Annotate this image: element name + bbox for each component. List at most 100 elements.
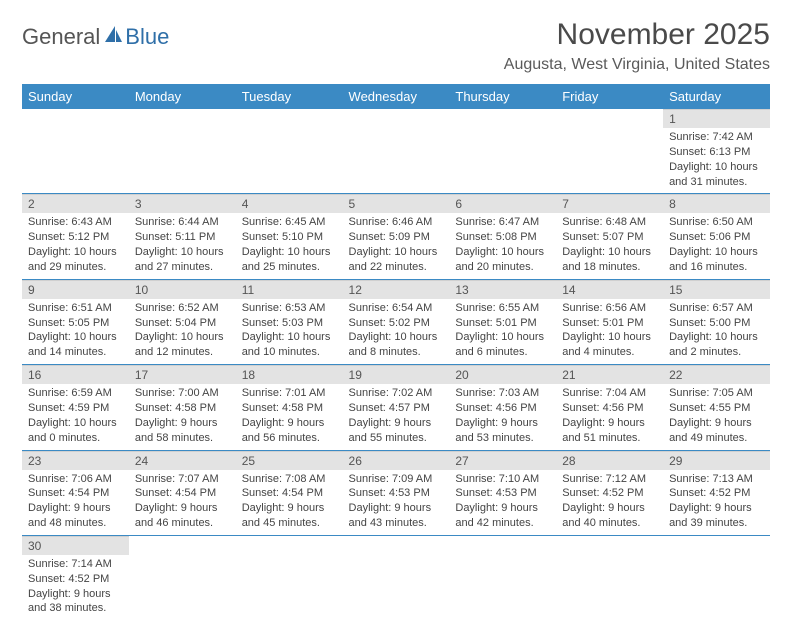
sunrise-text: Sunrise: 6:55 AM xyxy=(455,301,550,316)
daylight-line1: Daylight: 9 hours xyxy=(562,416,657,431)
calendar-cell: 14Sunrise: 6:56 AMSunset: 5:01 PMDayligh… xyxy=(556,279,663,364)
sunset-text: Sunset: 6:13 PM xyxy=(669,145,764,160)
sunrise-text: Sunrise: 6:47 AM xyxy=(455,215,550,230)
day-number: 29 xyxy=(663,451,770,470)
day-number: 15 xyxy=(663,280,770,299)
calendar-cell: 12Sunrise: 6:54 AMSunset: 5:02 PMDayligh… xyxy=(343,279,450,364)
daylight-line2: and 48 minutes. xyxy=(28,516,123,531)
calendar-cell xyxy=(343,535,450,620)
day-detail: Sunrise: 7:02 AMSunset: 4:57 PMDaylight:… xyxy=(343,384,450,449)
sunrise-text: Sunrise: 7:14 AM xyxy=(28,557,123,572)
daylight-line2: and 12 minutes. xyxy=(135,345,230,360)
day-detail: Sunrise: 6:57 AMSunset: 5:00 PMDaylight:… xyxy=(663,299,770,364)
sunset-text: Sunset: 5:12 PM xyxy=(28,230,123,245)
day-detail: Sunrise: 6:52 AMSunset: 5:04 PMDaylight:… xyxy=(129,299,236,364)
sunrise-text: Sunrise: 6:53 AM xyxy=(242,301,337,316)
sunset-text: Sunset: 5:01 PM xyxy=(455,316,550,331)
daylight-line2: and 27 minutes. xyxy=(135,260,230,275)
calendar-cell: 16Sunrise: 6:59 AMSunset: 4:59 PMDayligh… xyxy=(22,365,129,450)
sunset-text: Sunset: 4:54 PM xyxy=(242,486,337,501)
calendar-week-row: 30Sunrise: 7:14 AMSunset: 4:52 PMDayligh… xyxy=(22,535,770,620)
day-detail: Sunrise: 6:53 AMSunset: 5:03 PMDaylight:… xyxy=(236,299,343,364)
sunrise-text: Sunrise: 6:51 AM xyxy=(28,301,123,316)
daylight-line2: and 38 minutes. xyxy=(28,601,123,616)
logo-text-blue: Blue xyxy=(125,24,169,50)
sunset-text: Sunset: 4:53 PM xyxy=(455,486,550,501)
sunrise-text: Sunrise: 7:06 AM xyxy=(28,472,123,487)
daylight-line2: and 29 minutes. xyxy=(28,260,123,275)
sunrise-text: Sunrise: 7:04 AM xyxy=(562,386,657,401)
day-number: 24 xyxy=(129,451,236,470)
sunset-text: Sunset: 4:55 PM xyxy=(669,401,764,416)
sunset-text: Sunset: 4:52 PM xyxy=(28,572,123,587)
sunrise-text: Sunrise: 7:07 AM xyxy=(135,472,230,487)
daylight-line2: and 53 minutes. xyxy=(455,431,550,446)
daylight-line1: Daylight: 10 hours xyxy=(349,330,444,345)
day-number: 10 xyxy=(129,280,236,299)
calendar-week-row: 9Sunrise: 6:51 AMSunset: 5:05 PMDaylight… xyxy=(22,279,770,364)
calendar-cell xyxy=(449,109,556,194)
daylight-line1: Daylight: 9 hours xyxy=(242,501,337,516)
weekday-wednesday: Wednesday xyxy=(343,84,450,109)
daylight-line1: Daylight: 9 hours xyxy=(242,416,337,431)
day-number: 26 xyxy=(343,451,450,470)
day-detail: Sunrise: 7:12 AMSunset: 4:52 PMDaylight:… xyxy=(556,470,663,535)
calendar-cell: 27Sunrise: 7:10 AMSunset: 4:53 PMDayligh… xyxy=(449,450,556,535)
daylight-line2: and 43 minutes. xyxy=(349,516,444,531)
day-detail: Sunrise: 6:56 AMSunset: 5:01 PMDaylight:… xyxy=(556,299,663,364)
calendar-cell: 2Sunrise: 6:43 AMSunset: 5:12 PMDaylight… xyxy=(22,194,129,279)
sunset-text: Sunset: 5:08 PM xyxy=(455,230,550,245)
daylight-line2: and 0 minutes. xyxy=(28,431,123,446)
day-number-empty xyxy=(343,109,450,127)
daylight-line2: and 22 minutes. xyxy=(349,260,444,275)
weekday-monday: Monday xyxy=(129,84,236,109)
daylight-line1: Daylight: 9 hours xyxy=(349,416,444,431)
daylight-line1: Daylight: 10 hours xyxy=(669,330,764,345)
day-detail: Sunrise: 7:14 AMSunset: 4:52 PMDaylight:… xyxy=(22,555,129,620)
daylight-line2: and 58 minutes. xyxy=(135,431,230,446)
sunrise-text: Sunrise: 6:46 AM xyxy=(349,215,444,230)
sunrise-text: Sunrise: 7:03 AM xyxy=(455,386,550,401)
daylight-line2: and 45 minutes. xyxy=(242,516,337,531)
calendar-cell xyxy=(236,109,343,194)
day-number: 30 xyxy=(22,536,129,555)
weekday-header-row: Sunday Monday Tuesday Wednesday Thursday… xyxy=(22,84,770,109)
calendar-cell: 23Sunrise: 7:06 AMSunset: 4:54 PMDayligh… xyxy=(22,450,129,535)
daylight-line2: and 4 minutes. xyxy=(562,345,657,360)
day-number-empty xyxy=(556,109,663,127)
day-detail: Sunrise: 7:05 AMSunset: 4:55 PMDaylight:… xyxy=(663,384,770,449)
daylight-line2: and 10 minutes. xyxy=(242,345,337,360)
calendar-week-row: 2Sunrise: 6:43 AMSunset: 5:12 PMDaylight… xyxy=(22,194,770,279)
sunset-text: Sunset: 4:54 PM xyxy=(135,486,230,501)
sunset-text: Sunset: 5:01 PM xyxy=(562,316,657,331)
weekday-saturday: Saturday xyxy=(663,84,770,109)
day-number: 23 xyxy=(22,451,129,470)
sunrise-text: Sunrise: 7:00 AM xyxy=(135,386,230,401)
calendar-table: Sunday Monday Tuesday Wednesday Thursday… xyxy=(22,84,770,620)
sunset-text: Sunset: 4:54 PM xyxy=(28,486,123,501)
day-number: 6 xyxy=(449,194,556,213)
day-number: 13 xyxy=(449,280,556,299)
calendar-cell xyxy=(236,535,343,620)
sunrise-text: Sunrise: 6:43 AM xyxy=(28,215,123,230)
day-detail: Sunrise: 6:55 AMSunset: 5:01 PMDaylight:… xyxy=(449,299,556,364)
header: General Blue November 2025 Augusta, West… xyxy=(22,18,770,74)
day-number-empty xyxy=(129,109,236,127)
day-detail: Sunrise: 6:59 AMSunset: 4:59 PMDaylight:… xyxy=(22,384,129,449)
daylight-line1: Daylight: 10 hours xyxy=(28,245,123,260)
sunrise-text: Sunrise: 6:59 AM xyxy=(28,386,123,401)
daylight-line1: Daylight: 9 hours xyxy=(28,587,123,602)
day-number: 28 xyxy=(556,451,663,470)
sunrise-text: Sunrise: 6:57 AM xyxy=(669,301,764,316)
sunset-text: Sunset: 4:57 PM xyxy=(349,401,444,416)
day-number: 5 xyxy=(343,194,450,213)
calendar-cell xyxy=(556,535,663,620)
day-detail: Sunrise: 6:45 AMSunset: 5:10 PMDaylight:… xyxy=(236,213,343,278)
daylight-line1: Daylight: 10 hours xyxy=(242,330,337,345)
calendar-cell: 28Sunrise: 7:12 AMSunset: 4:52 PMDayligh… xyxy=(556,450,663,535)
location: Augusta, West Virginia, United States xyxy=(504,56,770,74)
calendar-cell: 18Sunrise: 7:01 AMSunset: 4:58 PMDayligh… xyxy=(236,365,343,450)
day-number: 9 xyxy=(22,280,129,299)
calendar-cell xyxy=(556,109,663,194)
daylight-line1: Daylight: 9 hours xyxy=(135,416,230,431)
